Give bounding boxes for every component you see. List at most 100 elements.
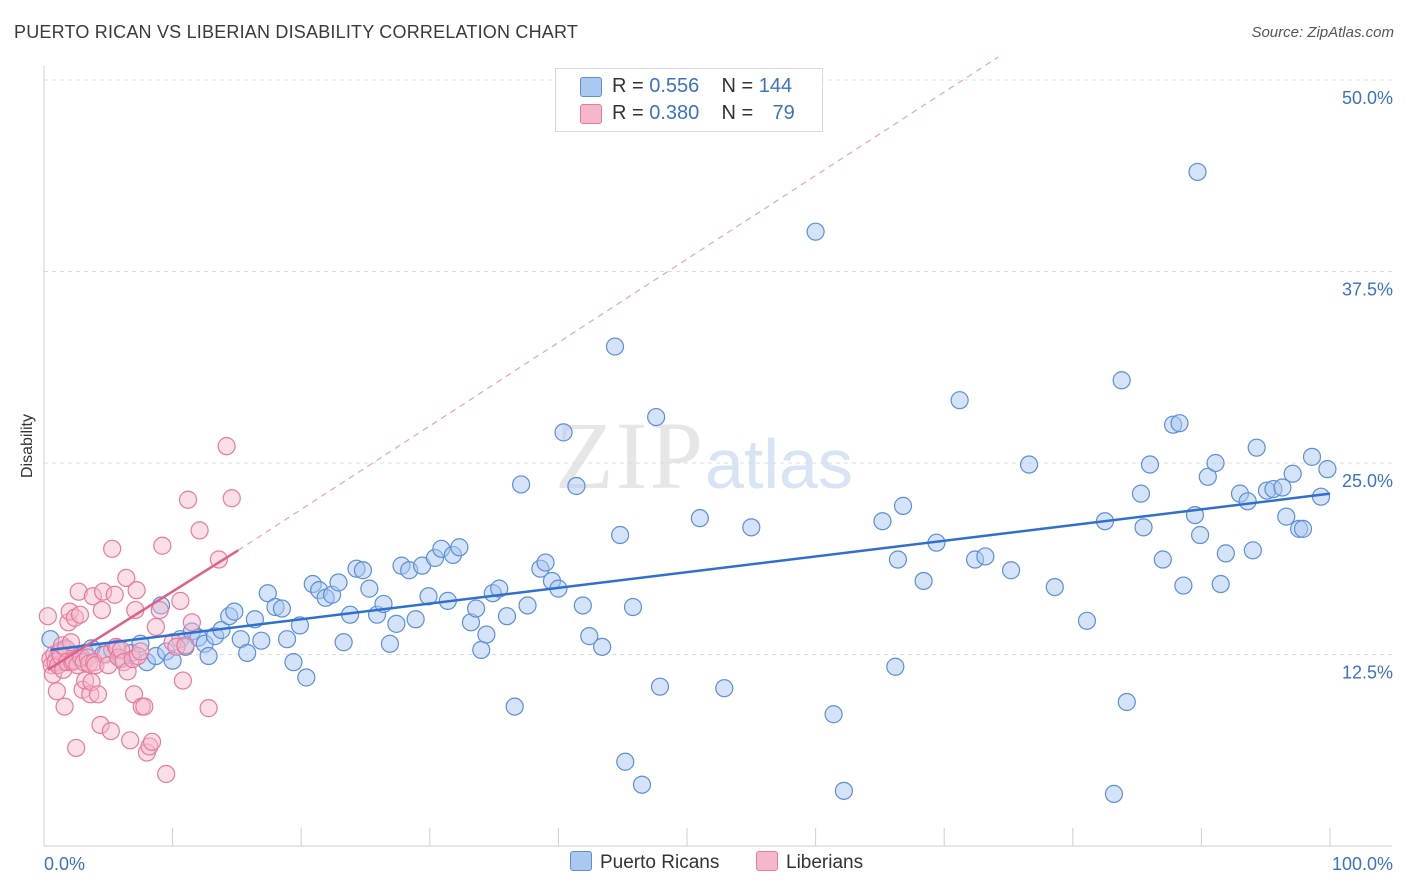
puerto-rican-point [623,597,643,617]
puerto-rican-point [163,651,182,670]
puerto-rican-point [1001,561,1021,580]
puerto-rican-point [1174,576,1193,595]
puerto-rican-point [536,553,555,572]
series-label: Puerto Ricans [600,852,720,873]
puerto-rican-point [893,496,913,515]
puerto-rican-point [1104,784,1124,804]
series-legend-puerto-ricans: Puerto Ricans [570,851,720,874]
puerto-rican-point [297,668,316,687]
puerto-rican-point [690,509,709,528]
puerto-rican-point [647,407,666,427]
puerto-rican-point [824,705,843,724]
liberian-point [171,591,190,610]
liberian-point [199,699,218,718]
liberian-point [176,636,195,655]
x-tick-label: 100.0% [1332,854,1393,874]
liberian-point [153,536,172,555]
puerto-rican-point [567,476,586,496]
liberian-point [83,587,102,606]
legend-row-liberians: R = 0.380 N = 79 [580,102,795,126]
puerto-rican-point [886,657,905,676]
puerto-rican-point [914,571,933,591]
puerto-rican-point [1077,611,1097,630]
x-tick-label: 0.0% [44,854,85,874]
puerto-rican-point [360,579,379,598]
puerto-rican-point [1318,460,1337,479]
puerto-rican-point [1117,692,1136,712]
liberian-point [217,437,236,456]
series-swatch-blue [570,851,592,872]
puerto-rican-point [1198,467,1217,486]
y-tick-label: 12.5% [1342,663,1393,683]
liberian-point [222,489,241,508]
puerto-rican-point [593,637,612,656]
liberian-point [101,721,120,741]
legend-r-label: R = [612,75,644,97]
puerto-rican-point [199,646,218,666]
liberian-point [76,671,95,690]
liberian-point [173,671,192,690]
puerto-rican-point [616,752,635,771]
y-tick-label: 25.0% [1342,471,1393,491]
puerto-rican-point [1045,577,1064,597]
puerto-rican-point [406,610,425,629]
puerto-rican-point [1170,414,1189,433]
liberian-point [105,585,124,604]
legend-n-label: N = [721,102,754,124]
puerto-rican-point [329,573,348,592]
puerto-rican-point [1247,438,1266,457]
puerto-rican-point [272,599,292,618]
puerto-rican-point [472,640,491,660]
source-label: Source: ZipAtlas.com [1251,24,1394,41]
puerto-rican-point [834,781,853,800]
series-legend-liberians: Liberians [756,851,864,874]
liberian-point [94,582,113,601]
puerto-rican-point [1131,484,1151,503]
puerto-rican-point [1238,492,1257,511]
puerto-rican-point [1112,371,1131,390]
puerto-rican-point [518,596,537,615]
puerto-rican-point [41,630,60,649]
puerto-rican-point [277,630,297,649]
watermark-atlas: atlas [705,425,853,503]
legend-r-value: 0.380 [649,102,700,124]
puerto-rican-point [554,423,573,442]
puerto-rican-point [1283,464,1302,483]
puerto-rican-point [497,607,517,626]
puerto-rican-point [611,525,630,545]
puerto-rican-point [512,475,531,494]
legend-row-puerto-ricans: R = 0.556 N = 144 [580,75,792,99]
liberian-point [38,607,57,626]
chart-title: PUERTO RICAN VS LIBERIAN DISABILITY CORR… [14,22,579,42]
liberian-point [103,539,122,558]
liberian-point [69,582,88,601]
puerto-rican-point [353,561,373,580]
puerto-rican-point [950,391,969,410]
liberian-point [117,568,136,588]
series-label: Liberians [786,852,864,873]
series-legend: Puerto Ricans Liberians [0,851,1406,876]
liberian-point [55,697,74,716]
liberian-point [92,600,111,620]
liberian-point [99,656,118,675]
legend-n-value: 79 [772,102,795,124]
puerto-rican-point [1277,507,1296,526]
liberian-point [157,764,176,784]
puerto-rican-point [477,625,496,644]
liberian-point [47,682,66,701]
legend-n-value: 144 [758,75,793,97]
puerto-rican-point [284,653,303,672]
puerto-rican-point [490,579,509,598]
liberian-point [70,605,90,624]
puerto-rican-point [1293,519,1313,538]
puerto-rican-point [450,538,469,557]
puerto-rican-point [605,337,625,356]
puerto-rican-point [1302,447,1322,466]
puerto-rican-point [334,633,353,652]
liberian-point [178,490,198,509]
puerto-rican-point [505,697,524,716]
legend-swatch-pink [580,103,602,124]
puerto-rican-point [715,679,734,698]
puerto-rican-point [380,634,400,653]
